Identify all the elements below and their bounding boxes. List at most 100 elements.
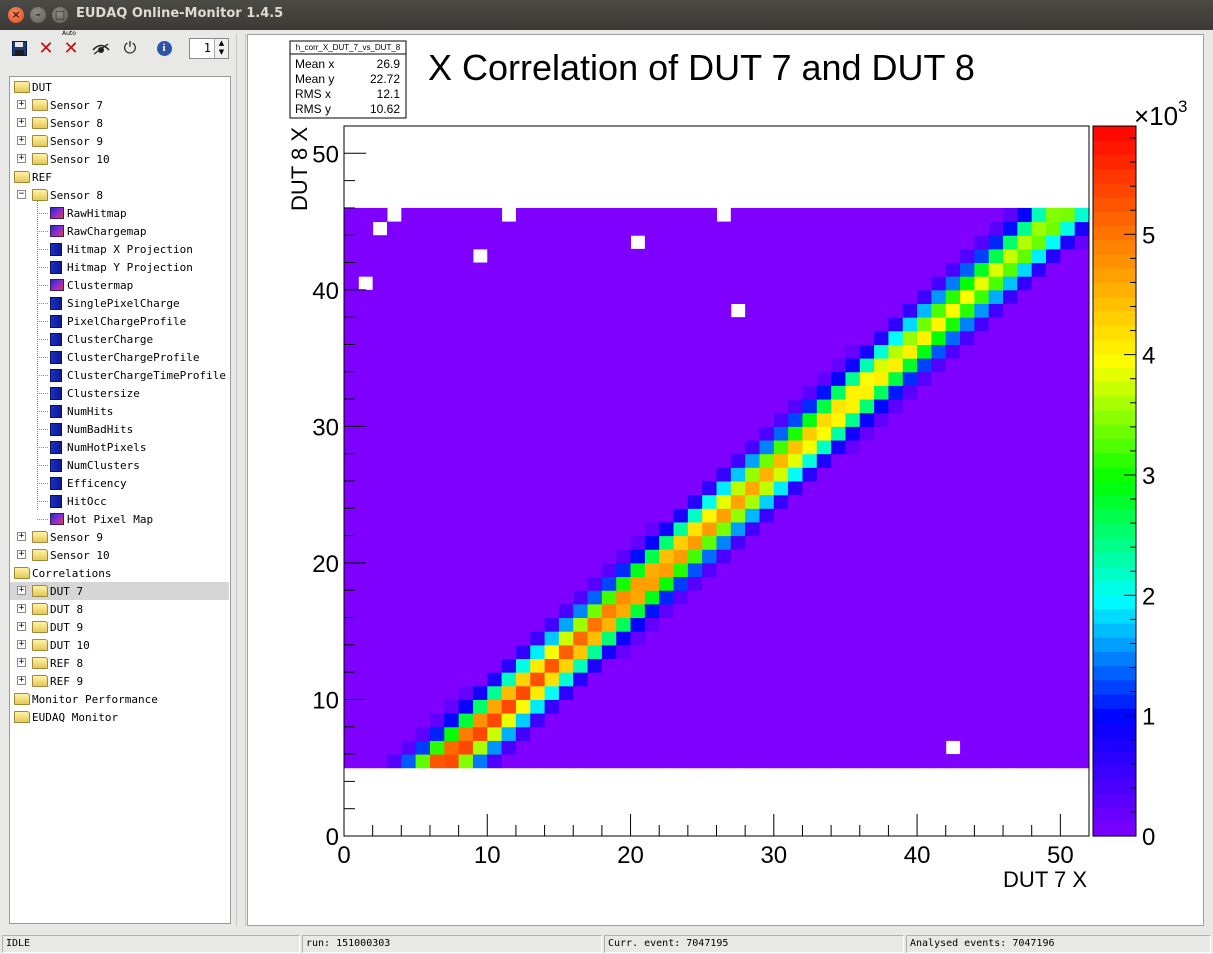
heatmap-bin	[673, 303, 689, 318]
heatmap-bin	[587, 235, 603, 250]
eye-icon[interactable]	[91, 38, 111, 58]
tree-item[interactable]: + DUT 7	[10, 582, 229, 600]
expand-icon[interactable]: +	[17, 531, 26, 541]
heatmap-bin	[831, 713, 846, 728]
heatmap-bin	[659, 289, 675, 304]
window-minimize-button[interactable]: –	[30, 7, 46, 23]
expand-icon[interactable]: +	[17, 675, 26, 685]
tree-item[interactable]: Hot Pixel Map	[50, 510, 153, 528]
heatmap-bin	[831, 262, 846, 277]
collapse-icon[interactable]: −	[17, 189, 26, 199]
tree-item[interactable]: + DUT 9	[17, 618, 83, 636]
info-icon[interactable]: i	[154, 38, 174, 58]
heatmap-bin	[458, 699, 474, 714]
tree-item[interactable]: Clustermap	[50, 276, 133, 294]
heatmap-bin	[788, 481, 803, 496]
spinbox-value[interactable]: 1	[203, 41, 211, 55]
tree-item[interactable]: RawChargemap	[50, 222, 146, 240]
tree-item[interactable]: + DUT 10	[17, 636, 90, 654]
tree-item[interactable]: SinglePixelCharge	[50, 294, 180, 312]
stats-label: Mean x	[295, 57, 334, 71]
expand-icon[interactable]: +	[17, 549, 26, 559]
window-maximize-button[interactable]: □	[52, 7, 68, 23]
expand-icon[interactable]: +	[17, 117, 26, 127]
window-close-button[interactable]: ×	[8, 7, 24, 23]
tree-item[interactable]: + Sensor 9	[17, 132, 103, 150]
tree-item[interactable]: Monitor Performance	[14, 690, 158, 708]
expand-icon[interactable]: +	[17, 585, 26, 595]
heatmap-bin	[386, 344, 402, 359]
heatmap-bin	[888, 644, 904, 659]
heatmap-bin	[558, 481, 574, 496]
tree-item[interactable]: + Sensor 7	[17, 96, 103, 114]
statusbar: IDLE run: 151000303 Curr. event: 7047195…	[0, 934, 1213, 954]
expand-icon[interactable]: +	[17, 603, 26, 613]
palette-step	[1093, 367, 1136, 383]
heatmap-bin	[802, 467, 818, 482]
tree-item[interactable]: RawHitmap	[50, 204, 127, 222]
expand-icon[interactable]: +	[17, 135, 26, 145]
heatmap-bin	[730, 330, 746, 345]
heatmap-bin	[587, 685, 603, 700]
heatmap-bin	[429, 521, 445, 537]
tree-item[interactable]: Hitmap Y Projection	[50, 258, 193, 276]
close-icon[interactable]: ✕	[38, 37, 54, 59]
tree-item[interactable]: ClusterCharge	[50, 330, 153, 348]
expand-icon[interactable]: +	[17, 153, 26, 163]
folder-icon	[14, 693, 30, 705]
tree-item[interactable]: ClusterChargeTimeProfile	[50, 366, 226, 384]
heatmap-bin	[888, 740, 904, 755]
expand-icon[interactable]: +	[17, 639, 26, 649]
heatmap-bin	[515, 617, 531, 632]
heatmap-bin	[831, 754, 846, 769]
tree-item[interactable]: ClusterChargeProfile	[50, 348, 199, 366]
plot-canvas[interactable]: 0 10 20 30 40 50 0 10 20 30 40 50 X Correlation of…	[247, 34, 1204, 926]
expand-icon[interactable]: +	[17, 657, 26, 667]
tree-item[interactable]: EUDAQ Monitor	[14, 708, 118, 726]
tree-item[interactable]: + Sensor 9	[17, 528, 103, 546]
tree-item[interactable]: NumHits	[50, 402, 113, 420]
tree-item[interactable]: NumClusters	[50, 456, 140, 474]
tree-item[interactable]: Hitmap X Projection	[50, 240, 193, 258]
heatmap-bin	[716, 617, 732, 632]
heatmap-bin	[644, 440, 660, 455]
splitter[interactable]	[236, 34, 246, 926]
save-button[interactable]	[9, 38, 29, 58]
tree-item[interactable]: PixelChargeProfile	[50, 312, 186, 330]
heatmap-bin	[487, 330, 503, 345]
heatmap-bin	[1060, 576, 1076, 591]
tree-item[interactable]: + Sensor 8	[17, 114, 103, 132]
auto-reset-button[interactable]: ✕	[63, 37, 79, 59]
heatmap-bin	[716, 221, 732, 236]
heatmap-bin	[759, 412, 775, 427]
tree-item[interactable]: + REF 9	[17, 672, 83, 690]
heatmap-bin	[1060, 248, 1076, 264]
heatmap-bin	[487, 289, 503, 304]
expand-icon[interactable]: +	[17, 99, 26, 109]
heatmap-bin	[573, 235, 589, 250]
heatmap-bin	[544, 672, 560, 687]
heatmap-bin	[472, 617, 488, 632]
power-icon[interactable]: ⏻	[123, 38, 137, 57]
tree-item-label: NumClusters	[67, 458, 140, 472]
tree-item[interactable]: + Sensor 10	[17, 546, 110, 564]
tree-item[interactable]: Efficency	[50, 474, 127, 492]
tree-item[interactable]: Correlations	[14, 564, 111, 582]
tree-item[interactable]: NumBadHits	[50, 420, 133, 438]
expand-icon[interactable]: +	[17, 621, 26, 631]
tree-item[interactable]: + REF 8	[17, 654, 83, 672]
heatmap-bin	[644, 685, 660, 700]
palette-tick-label: 5	[1142, 222, 1155, 249]
tree-item[interactable]: Clustersize	[50, 384, 140, 402]
tree-item[interactable]: − Sensor 8	[17, 186, 103, 204]
tree-item[interactable]: NumHotPixels	[50, 438, 146, 456]
reduce-spinbox[interactable]: 1 ▲ ▼	[189, 38, 229, 59]
tree-item[interactable]: HitOcc	[50, 492, 107, 510]
spinbox-arrows-icon[interactable]: ▲ ▼	[214, 39, 228, 58]
tree-item[interactable]: DUT	[14, 78, 52, 96]
tree-item[interactable]: REF	[14, 168, 52, 186]
tree-item[interactable]: + Sensor 10	[17, 150, 110, 168]
heatmap-bin	[945, 603, 961, 619]
tree-item[interactable]: + DUT 8	[17, 600, 83, 618]
x-tick-label: 50	[1047, 842, 1074, 869]
